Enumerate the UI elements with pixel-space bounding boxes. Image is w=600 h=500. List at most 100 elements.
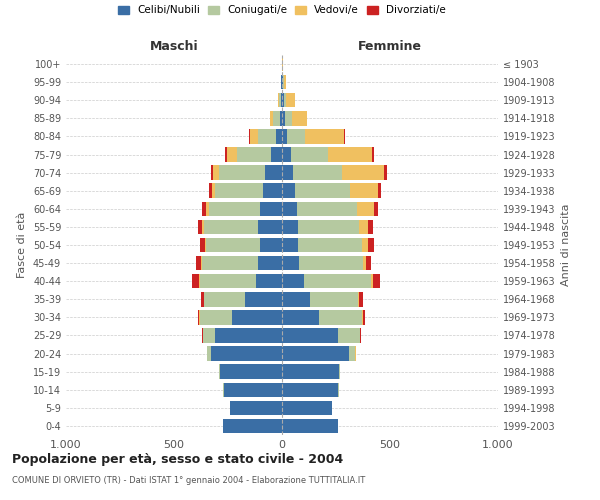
- Bar: [265, 166, 282, 180]
- Bar: [232, 310, 282, 324]
- Bar: [358, 292, 359, 306]
- Bar: [223, 418, 282, 433]
- Bar: [205, 238, 206, 252]
- Bar: [198, 220, 202, 234]
- Bar: [282, 111, 285, 126]
- Bar: [286, 93, 295, 108]
- Bar: [292, 111, 307, 126]
- Bar: [227, 148, 236, 162]
- Bar: [359, 220, 368, 234]
- Bar: [356, 202, 374, 216]
- Bar: [378, 184, 382, 198]
- Bar: [305, 129, 344, 144]
- Bar: [282, 93, 284, 108]
- Bar: [282, 382, 338, 397]
- Bar: [220, 364, 282, 379]
- Text: COMUNE DI ORVIETO (TR) - Dati ISTAT 1° gennaio 2004 - Elaborazione TUTTITALIA.IT: COMUNE DI ORVIETO (TR) - Dati ISTAT 1° g…: [12, 476, 365, 485]
- Bar: [274, 111, 280, 126]
- Bar: [199, 274, 200, 288]
- Bar: [371, 148, 374, 162]
- Bar: [260, 202, 282, 216]
- Bar: [371, 274, 373, 288]
- Bar: [211, 166, 213, 180]
- Bar: [224, 382, 282, 397]
- Bar: [290, 148, 328, 162]
- Bar: [260, 238, 282, 252]
- Bar: [208, 346, 211, 361]
- Bar: [263, 184, 282, 198]
- Bar: [282, 418, 338, 433]
- Bar: [209, 202, 260, 216]
- Bar: [284, 75, 286, 90]
- Bar: [362, 238, 368, 252]
- Bar: [282, 148, 290, 162]
- Y-axis label: Anni di nascita: Anni di nascita: [561, 204, 571, 286]
- Text: Femmine: Femmine: [358, 40, 422, 53]
- Bar: [220, 166, 265, 180]
- Bar: [282, 129, 287, 144]
- Bar: [328, 148, 371, 162]
- Bar: [304, 274, 371, 288]
- Bar: [282, 220, 298, 234]
- Bar: [282, 292, 310, 306]
- Bar: [282, 166, 293, 180]
- Bar: [203, 328, 215, 342]
- Bar: [250, 129, 258, 144]
- Bar: [282, 346, 349, 361]
- Bar: [202, 202, 206, 216]
- Bar: [209, 184, 212, 198]
- Bar: [349, 346, 355, 361]
- Bar: [282, 328, 338, 342]
- Y-axis label: Fasce di età: Fasce di età: [17, 212, 27, 278]
- Bar: [202, 292, 203, 306]
- Bar: [203, 292, 204, 306]
- Bar: [245, 292, 282, 306]
- Bar: [287, 129, 305, 144]
- Bar: [368, 220, 373, 234]
- Bar: [366, 256, 371, 270]
- Bar: [279, 93, 281, 108]
- Bar: [212, 184, 215, 198]
- Bar: [282, 274, 304, 288]
- Bar: [360, 328, 361, 342]
- Bar: [271, 148, 282, 162]
- Bar: [285, 111, 292, 126]
- Bar: [282, 256, 299, 270]
- Bar: [282, 238, 298, 252]
- Text: Maschi: Maschi: [149, 40, 199, 53]
- Bar: [343, 166, 383, 180]
- Bar: [295, 184, 350, 198]
- Bar: [200, 238, 205, 252]
- Bar: [362, 310, 365, 324]
- Bar: [236, 148, 271, 162]
- Bar: [200, 310, 232, 324]
- Bar: [204, 220, 258, 234]
- Bar: [211, 346, 282, 361]
- Bar: [282, 184, 295, 198]
- Bar: [258, 220, 282, 234]
- Bar: [204, 292, 245, 306]
- Bar: [383, 166, 387, 180]
- Bar: [270, 111, 274, 126]
- Bar: [200, 274, 256, 288]
- Bar: [201, 256, 202, 270]
- Bar: [281, 75, 282, 90]
- Bar: [374, 202, 378, 216]
- Bar: [230, 400, 282, 415]
- Bar: [282, 310, 319, 324]
- Bar: [359, 292, 363, 306]
- Bar: [275, 129, 282, 144]
- Bar: [281, 93, 282, 108]
- Bar: [282, 400, 332, 415]
- Bar: [256, 274, 282, 288]
- Bar: [298, 238, 362, 252]
- Bar: [363, 256, 366, 270]
- Bar: [293, 166, 343, 180]
- Bar: [258, 129, 275, 144]
- Bar: [282, 202, 297, 216]
- Bar: [278, 93, 279, 108]
- Bar: [368, 238, 374, 252]
- Bar: [319, 310, 362, 324]
- Bar: [298, 220, 359, 234]
- Bar: [282, 364, 339, 379]
